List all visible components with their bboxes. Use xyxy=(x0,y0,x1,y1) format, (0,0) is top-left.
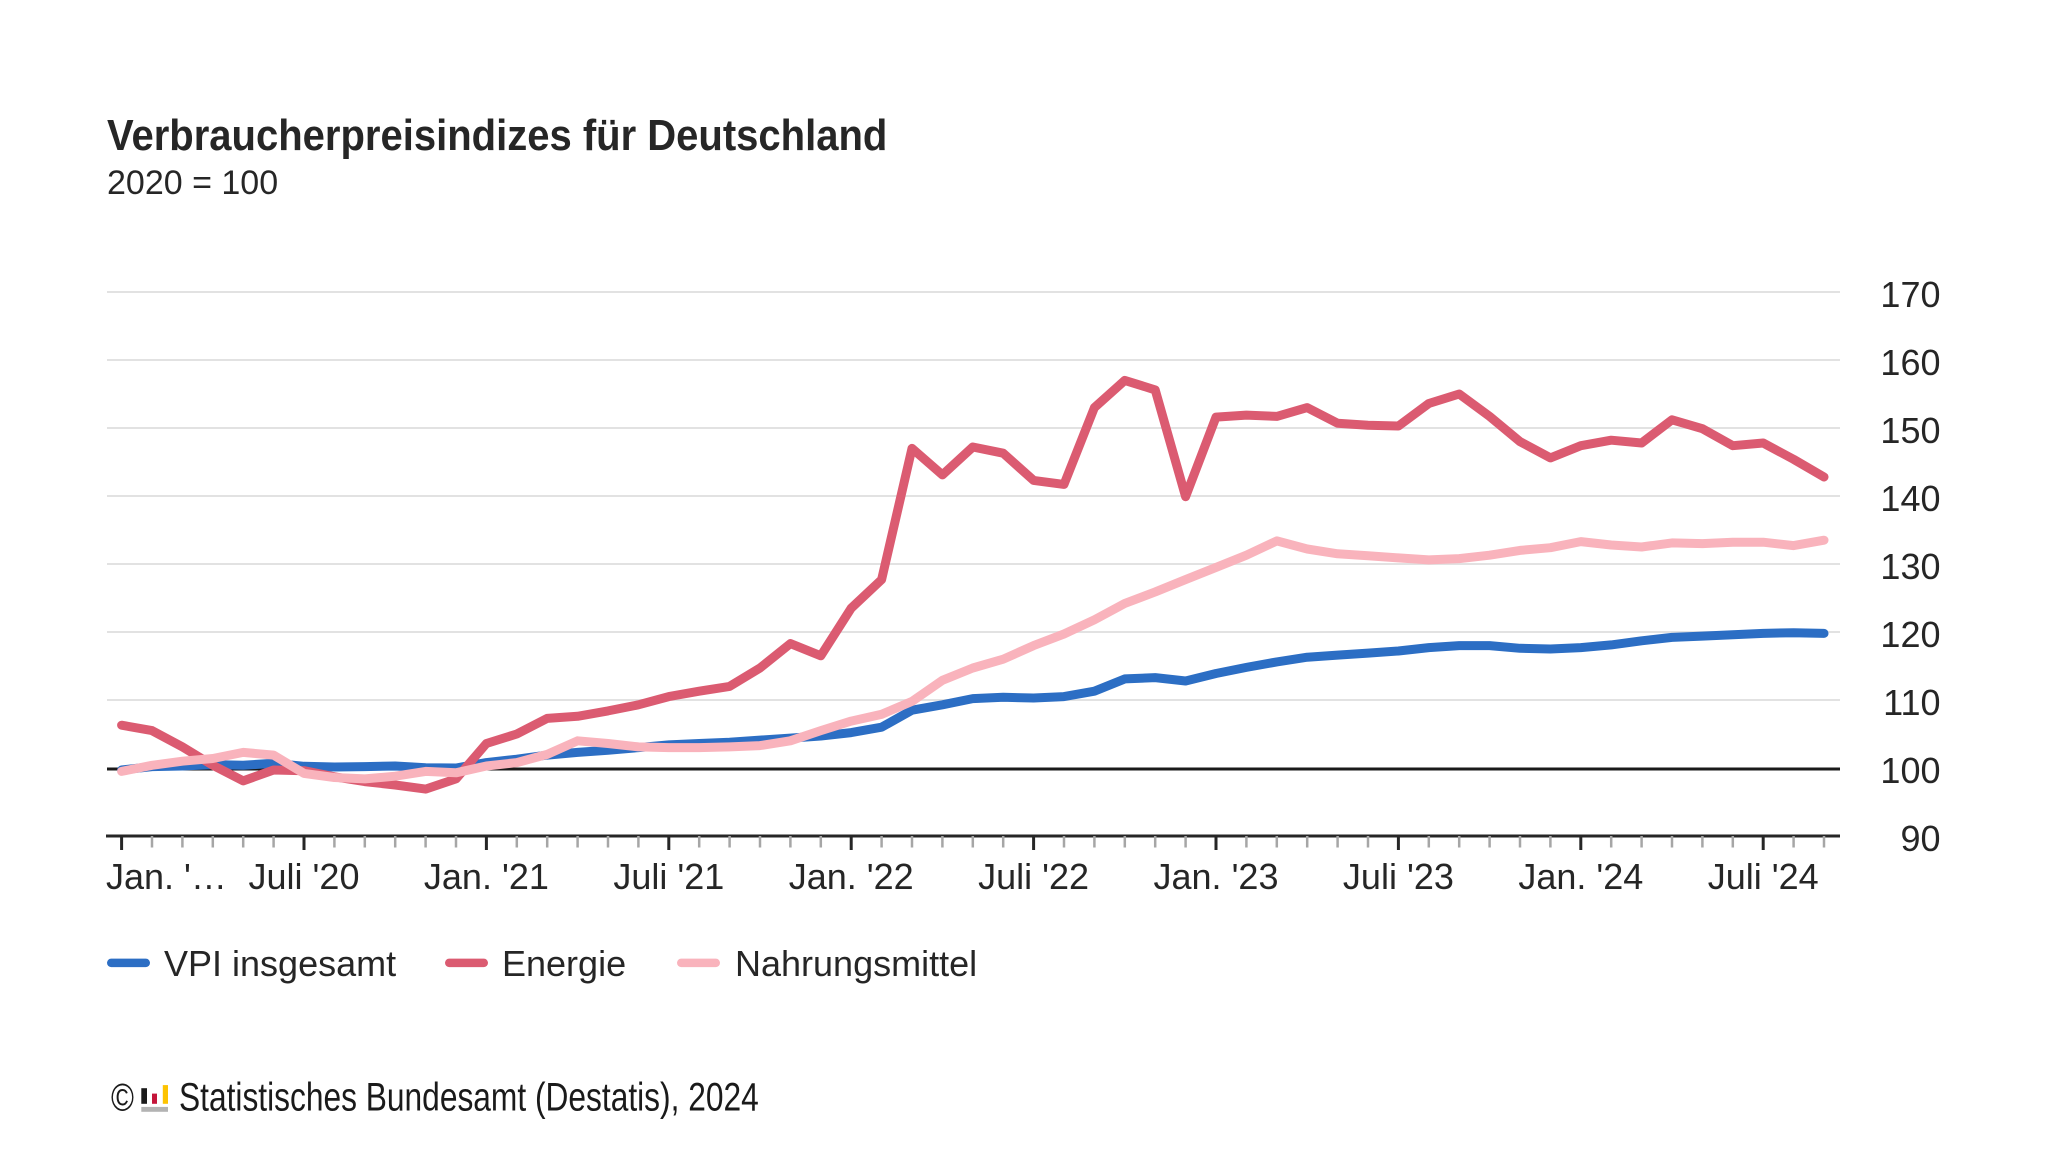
svg-text:Jan. '22: Jan. '22 xyxy=(789,856,914,897)
svg-text:170: 170 xyxy=(1880,274,1940,315)
svg-text:130: 130 xyxy=(1880,546,1940,587)
svg-text:150: 150 xyxy=(1880,410,1940,451)
svg-text:160: 160 xyxy=(1880,342,1940,383)
svg-text:Jan. '23: Jan. '23 xyxy=(1154,856,1279,897)
svg-text:100: 100 xyxy=(1880,750,1940,791)
svg-text:Statistisches Bundesamt (Desta: Statistisches Bundesamt (Destatis), 2024 xyxy=(179,1074,759,1119)
svg-text:Juli '24: Juli '24 xyxy=(1708,856,1819,897)
svg-text:140: 140 xyxy=(1880,478,1940,519)
svg-text:Nahrungsmittel: Nahrungsmittel xyxy=(735,943,977,984)
svg-text:Juli '23: Juli '23 xyxy=(1343,856,1454,897)
svg-text:110: 110 xyxy=(1883,682,1940,723)
svg-text:Juli '20: Juli '20 xyxy=(249,856,360,897)
svg-text:Juli '22: Juli '22 xyxy=(978,856,1089,897)
svg-text:2020 = 100: 2020 = 100 xyxy=(107,164,278,202)
svg-text:Verbraucherpreisindizes für De: Verbraucherpreisindizes für Deutschland xyxy=(107,110,887,159)
svg-text:Jan. '…: Jan. '… xyxy=(106,856,227,897)
svg-text:120: 120 xyxy=(1880,614,1940,655)
svg-text:Energie: Energie xyxy=(502,943,626,984)
svg-text:90: 90 xyxy=(1900,818,1940,859)
svg-text:Juli '21: Juli '21 xyxy=(613,856,724,897)
svg-text:Jan. '21: Jan. '21 xyxy=(424,856,549,897)
svg-text:VPI insgesamt: VPI insgesamt xyxy=(164,943,396,984)
svg-text:©: © xyxy=(111,1076,134,1119)
svg-text:Jan. '24: Jan. '24 xyxy=(1518,856,1643,897)
